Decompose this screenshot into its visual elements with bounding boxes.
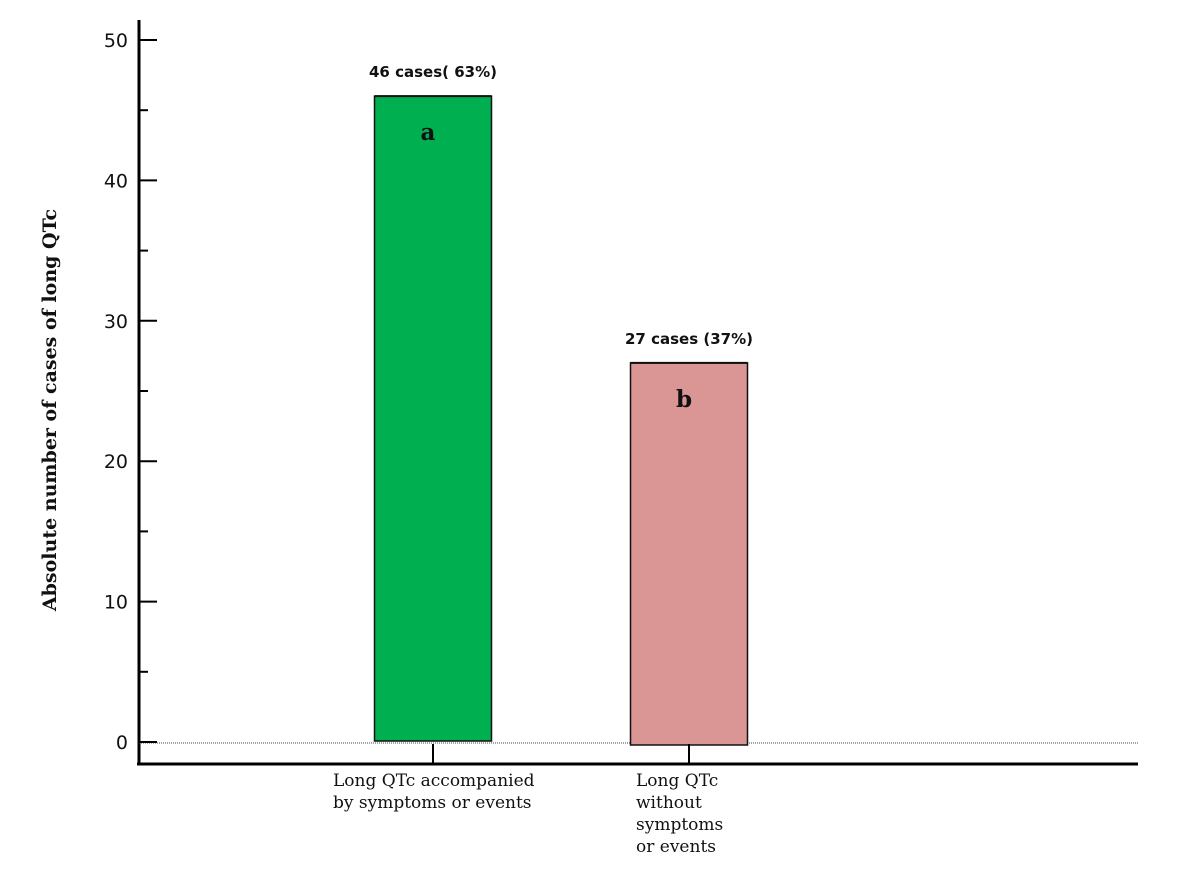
y-tick-label: 30	[104, 311, 128, 333]
x-category-label: Long QTc without symptoms or events	[636, 771, 723, 857]
x-category-label-line: Long QTc accompanied	[333, 771, 535, 791]
bar-letter-label: a	[421, 119, 436, 146]
y-tick-label: 0	[116, 732, 128, 754]
y-tick-label: 50	[104, 30, 128, 52]
x-category-label-line: by symptoms or events	[333, 793, 532, 813]
bar-letter-label: b	[676, 386, 692, 413]
y-tick-label: 40	[104, 170, 128, 192]
y-axis-label: Absolute number of cases of long QTc	[39, 209, 61, 612]
x-category-label: Long QTc accompanied by symptoms or event…	[333, 771, 535, 813]
bar	[629, 362, 749, 746]
bar	[373, 95, 493, 742]
bars-group: 46 cases( 63%) a 27 cases (37%) b	[369, 63, 753, 764]
category-labels: Long QTc accompanied by symptoms or event…	[333, 771, 723, 857]
x-category-label-line: without	[636, 793, 702, 813]
y-tick-label: 20	[104, 451, 128, 473]
x-category-label-line: or events	[636, 837, 716, 857]
bar-data-label: 27 cases (37%)	[625, 330, 753, 348]
y-axis-ticks: 0 10 20 30 40 50	[104, 30, 157, 754]
bar-data-label: 46 cases( 63%)	[369, 63, 497, 81]
x-category-label-line: symptoms	[636, 815, 723, 835]
y-tick-label: 10	[104, 592, 128, 614]
x-category-label-line: Long QTc	[636, 771, 718, 791]
